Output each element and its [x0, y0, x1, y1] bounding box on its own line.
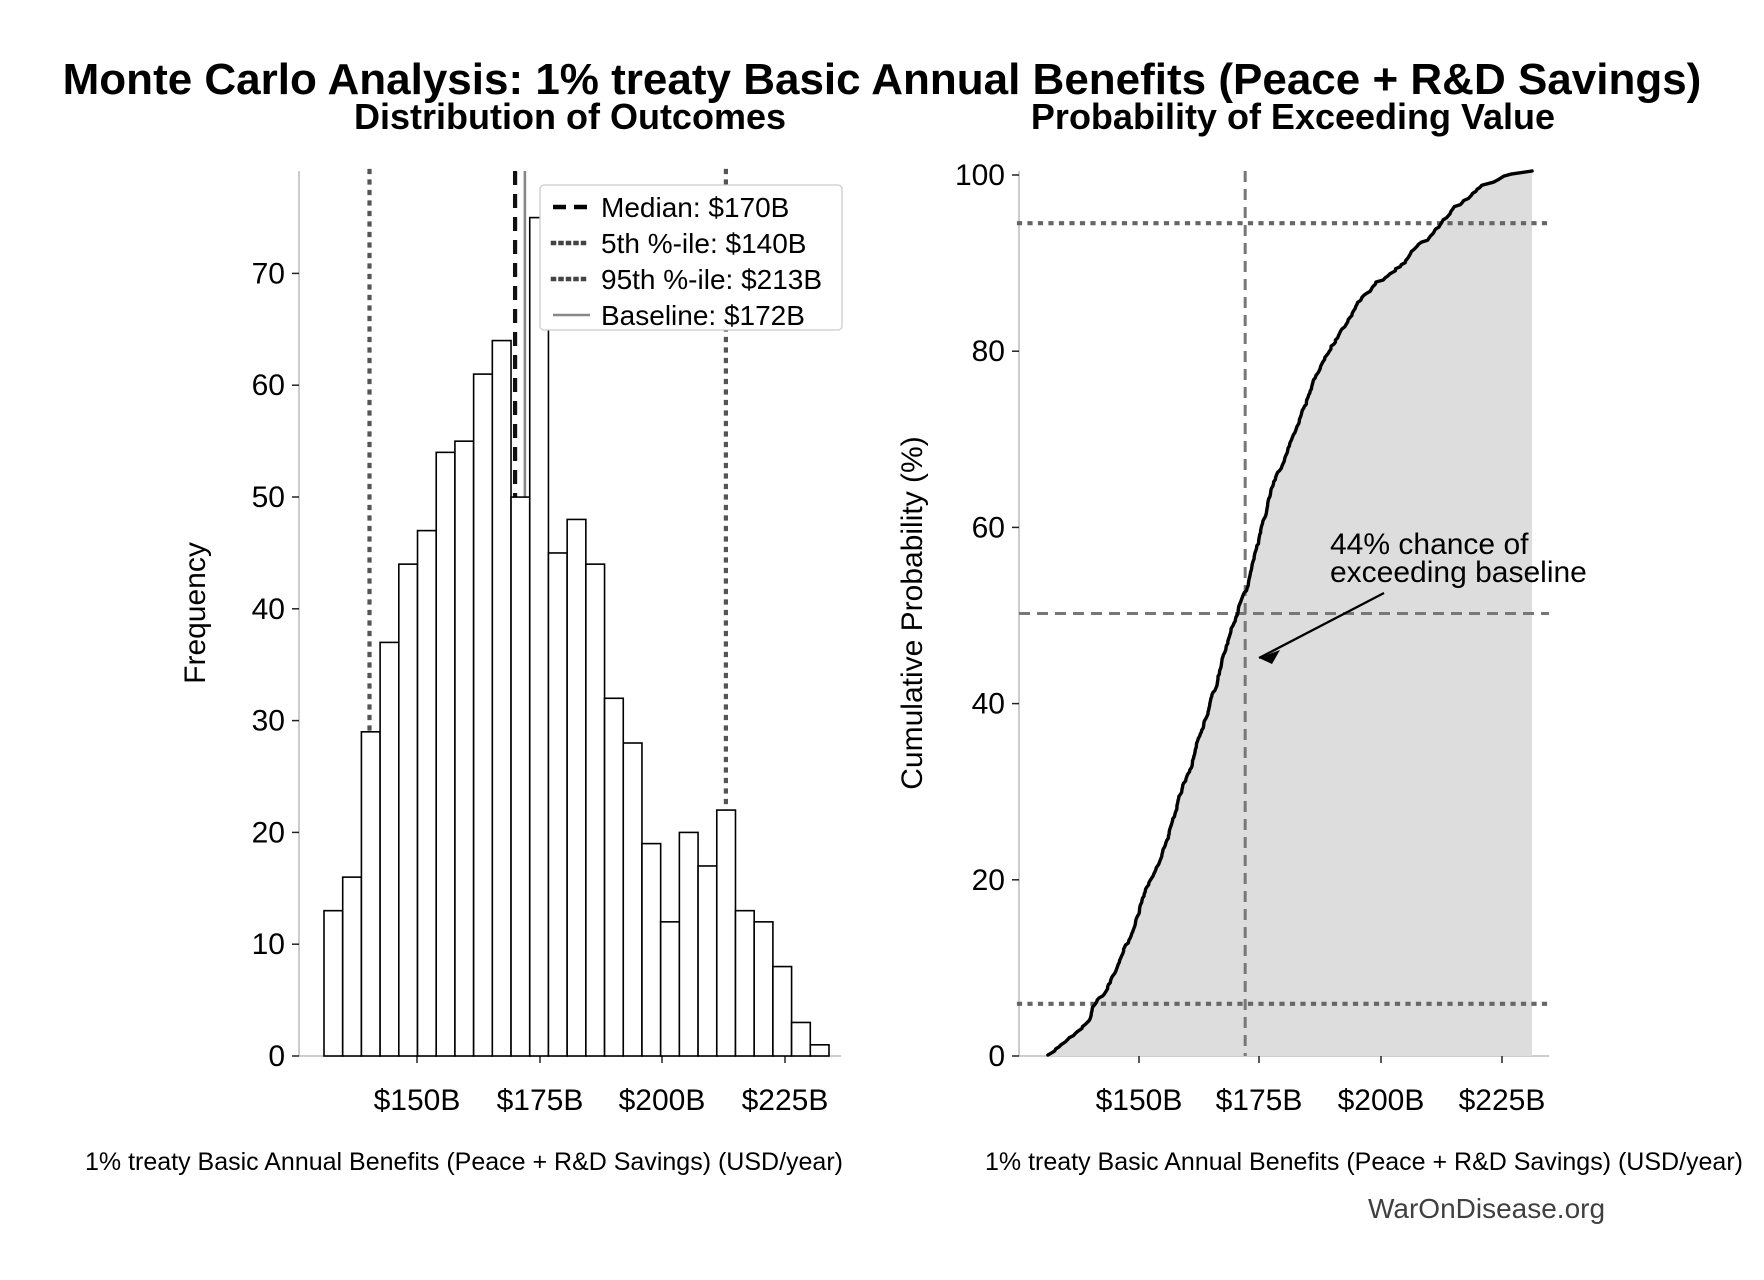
- svg-text:40: 40: [972, 688, 1005, 721]
- svg-text:0: 0: [988, 1040, 1005, 1073]
- svg-text:Baseline: $172B: Baseline: $172B: [601, 300, 805, 331]
- svg-text:Median: $170B: Median: $170B: [601, 192, 789, 223]
- svg-text:Cumulative Probability (%): Cumulative Probability (%): [896, 436, 929, 789]
- svg-text:30: 30: [252, 705, 285, 738]
- svg-text:Frequency: Frequency: [179, 542, 212, 684]
- svg-text:$200B: $200B: [619, 1084, 706, 1117]
- svg-text:$175B: $175B: [1216, 1084, 1303, 1117]
- svg-text:10: 10: [252, 928, 285, 961]
- svg-text:$200B: $200B: [1338, 1084, 1425, 1117]
- svg-text:20: 20: [252, 816, 285, 849]
- svg-text:60: 60: [972, 511, 1005, 544]
- svg-text:$225B: $225B: [742, 1084, 829, 1117]
- svg-text:95th %-ile: $213B: 95th %-ile: $213B: [601, 264, 822, 295]
- svg-text:5th %-ile: $140B: 5th %-ile: $140B: [601, 228, 806, 259]
- svg-text:exceeding baseline: exceeding baseline: [1330, 556, 1587, 589]
- svg-text:$150B: $150B: [374, 1084, 461, 1117]
- svg-text:50: 50: [252, 481, 285, 514]
- svg-text:100: 100: [955, 159, 1005, 192]
- svg-text:0: 0: [268, 1040, 285, 1073]
- svg-text:60: 60: [252, 369, 285, 402]
- svg-text:80: 80: [972, 335, 1005, 368]
- svg-text:$225B: $225B: [1459, 1084, 1546, 1117]
- svg-text:20: 20: [972, 864, 1005, 897]
- svg-text:40: 40: [252, 593, 285, 626]
- svg-text:70: 70: [252, 257, 285, 290]
- svg-text:$175B: $175B: [497, 1084, 584, 1117]
- svg-text:$150B: $150B: [1096, 1084, 1183, 1117]
